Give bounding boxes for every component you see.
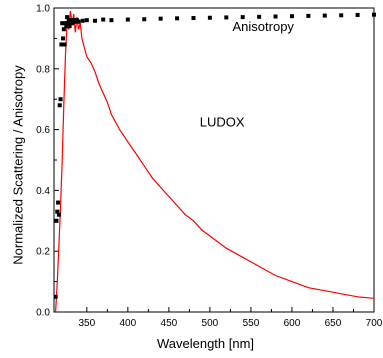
data-point-anisotropy bbox=[80, 18, 85, 23]
data-point-anisotropy bbox=[60, 21, 65, 26]
x-tick-label: 650 bbox=[325, 318, 342, 329]
data-point-anisotropy bbox=[257, 14, 262, 19]
data-point-anisotropy bbox=[322, 13, 327, 18]
x-axis-ticks: 350 400 450 500 550 600 650 700 bbox=[78, 307, 383, 329]
data-point-anisotropy bbox=[93, 18, 98, 23]
annotation-anisotropy: Anisotropy bbox=[233, 19, 295, 34]
data-point-anisotropy bbox=[273, 14, 278, 19]
data-point-anisotropy bbox=[63, 21, 68, 26]
data-point-anisotropy bbox=[84, 18, 89, 23]
series-line-ludox bbox=[55, 10, 375, 313]
data-point-anisotropy bbox=[62, 42, 67, 47]
x-tick-label: 600 bbox=[284, 318, 301, 329]
data-point-anisotropy bbox=[109, 18, 114, 23]
data-point-anisotropy bbox=[355, 12, 360, 17]
x-tick-label: 550 bbox=[243, 318, 260, 329]
x-tick-label: 400 bbox=[120, 318, 137, 329]
data-point-anisotropy bbox=[61, 27, 66, 32]
data-point-anisotropy bbox=[339, 13, 344, 18]
y-tick-label: 0.8 bbox=[36, 64, 50, 75]
data-point-anisotropy bbox=[59, 42, 64, 47]
data-point-anisotropy bbox=[289, 14, 294, 19]
data-point-anisotropy bbox=[56, 200, 61, 205]
annotations: Anisotropy LUDOX bbox=[200, 19, 295, 130]
plot-area bbox=[53, 10, 376, 313]
data-point-anisotropy bbox=[56, 212, 61, 217]
data-point-anisotropy bbox=[57, 103, 62, 108]
x-axis-label: Wavelength [nm] bbox=[156, 336, 255, 351]
data-point-anisotropy bbox=[53, 294, 58, 299]
plot-frame bbox=[53, 7, 375, 313]
y-tick-label: 0.4 bbox=[36, 186, 50, 197]
x-tick-label: 350 bbox=[78, 318, 95, 329]
data-point-anisotropy bbox=[207, 15, 212, 20]
data-point-anisotropy bbox=[175, 16, 180, 21]
data-point-anisotropy bbox=[101, 17, 106, 22]
x-tick-label: 450 bbox=[161, 318, 178, 329]
y-tick-label: 1.0 bbox=[36, 4, 50, 15]
data-point-anisotropy bbox=[125, 17, 130, 22]
data-point-anisotropy bbox=[76, 19, 81, 24]
annotation-ludox: LUDOX bbox=[200, 115, 245, 130]
data-point-anisotropy bbox=[240, 15, 245, 20]
x-tick-label: 500 bbox=[202, 318, 219, 329]
data-point-anisotropy bbox=[65, 15, 70, 20]
data-point-anisotropy bbox=[64, 24, 69, 29]
data-point-anisotropy bbox=[65, 21, 70, 26]
data-point-anisotropy bbox=[55, 209, 60, 214]
data-point-anisotropy bbox=[224, 15, 229, 20]
y-axis-label: Normalized Scattering / Anisotropy bbox=[10, 65, 26, 265]
y-tick-label: 0.2 bbox=[36, 247, 50, 258]
data-point-anisotropy bbox=[61, 36, 66, 41]
data-point-anisotropy bbox=[67, 24, 72, 29]
y-tick-label: 0.0 bbox=[36, 308, 50, 319]
data-point-anisotropy bbox=[158, 16, 163, 21]
y-axis-ticks: 0.0 0.2 0.4 0.6 0.8 1.0 bbox=[36, 4, 59, 319]
data-point-anisotropy bbox=[58, 97, 63, 102]
data-point-anisotropy bbox=[372, 12, 376, 17]
data-point-anisotropy bbox=[54, 218, 59, 223]
data-point-anisotropy bbox=[191, 16, 196, 21]
x-tick-label: 700 bbox=[366, 318, 383, 329]
data-point-anisotropy bbox=[68, 18, 73, 23]
data-point-anisotropy bbox=[142, 17, 147, 22]
data-point-anisotropy bbox=[306, 13, 311, 18]
y-tick-label: 0.6 bbox=[36, 125, 50, 136]
y-axis-label-container: Normalized Scattering / Anisotropy bbox=[0, 0, 36, 358]
